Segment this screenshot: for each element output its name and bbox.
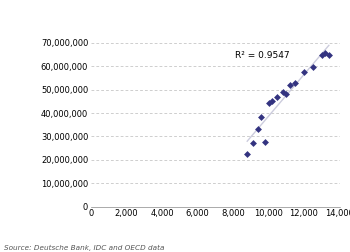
Point bbox=[319, 52, 324, 56]
Point bbox=[269, 99, 275, 103]
Point bbox=[266, 101, 271, 105]
Point bbox=[274, 95, 280, 99]
Point bbox=[284, 92, 289, 96]
Point bbox=[250, 141, 255, 145]
Point bbox=[259, 114, 264, 119]
Text: Source: Deutsche Bank, IDC and OECD data: Source: Deutsche Bank, IDC and OECD data bbox=[4, 245, 164, 251]
Point bbox=[280, 90, 286, 94]
Point bbox=[292, 81, 298, 85]
Point bbox=[255, 128, 261, 132]
Point bbox=[262, 140, 268, 144]
Point bbox=[310, 66, 316, 70]
Point bbox=[301, 70, 307, 74]
Point bbox=[322, 51, 328, 55]
Point bbox=[287, 83, 293, 87]
Text: Figure 11: Correlation between GDP and PC units: Figure 11: Correlation between GDP and P… bbox=[4, 10, 306, 20]
Text: R² = 0.9547: R² = 0.9547 bbox=[235, 51, 290, 60]
Point bbox=[244, 152, 250, 156]
Point bbox=[326, 52, 332, 56]
